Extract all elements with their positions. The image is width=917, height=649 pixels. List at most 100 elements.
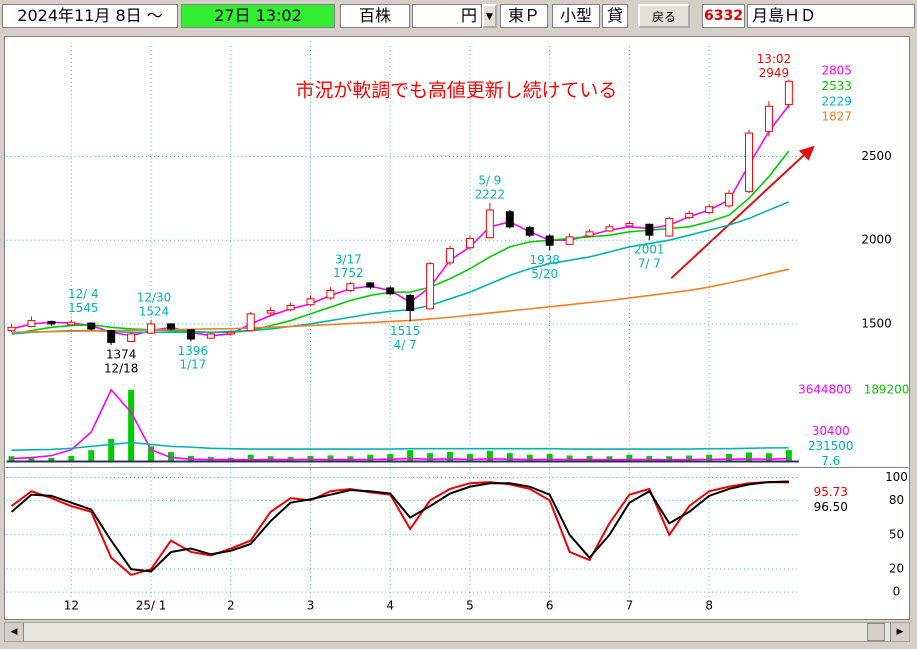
volume-bar xyxy=(506,453,513,462)
x-tick-label: 2 xyxy=(227,599,235,613)
annotation-date: 13:02 xyxy=(757,52,791,66)
candle-body xyxy=(246,313,255,332)
y-tick-label: 0 xyxy=(893,585,901,599)
annotation-date: 12/30 xyxy=(137,290,171,304)
candle-body xyxy=(67,321,76,326)
candle-body xyxy=(286,305,295,311)
volume-bar xyxy=(486,450,493,462)
candle-body xyxy=(226,331,235,335)
annotation-date: 5/20 xyxy=(531,267,558,281)
candle-body xyxy=(47,320,56,325)
candle-body xyxy=(525,227,534,236)
ma-readout: 2805 xyxy=(821,63,851,77)
volume-bar xyxy=(785,450,792,462)
volume-bar xyxy=(427,453,434,462)
ma-readout: 2533 xyxy=(821,79,851,93)
annotation-price: 1938 xyxy=(530,253,560,267)
dropdown-arrow[interactable]: ▼ xyxy=(482,4,497,28)
annotation-date: 5/ 9 xyxy=(478,174,501,188)
chart-title: 市況が軟調でも高値更新し続けている xyxy=(296,79,618,101)
candle-body xyxy=(505,211,514,228)
annotation-price: 1524 xyxy=(139,304,169,318)
stochastic-line xyxy=(10,480,789,573)
candle-body xyxy=(665,217,674,237)
end-date[interactable]: 27日 13:02 xyxy=(181,4,335,28)
candle-body xyxy=(186,329,195,340)
volume-line xyxy=(11,388,789,461)
volume-bar xyxy=(586,455,593,462)
margin: 貸 xyxy=(602,4,628,28)
x-tick-label: 5 xyxy=(466,599,474,613)
market: 東Ｐ xyxy=(500,4,548,28)
annotation-price: 1396 xyxy=(178,344,208,358)
size: 小型 xyxy=(552,4,600,28)
candle-body xyxy=(426,263,435,310)
candle-body xyxy=(306,298,315,306)
volume-bar xyxy=(606,456,613,462)
x-tick-label: 4 xyxy=(386,599,394,613)
candle-body xyxy=(147,323,156,334)
x-tick-label: 25/ 1 xyxy=(136,599,167,613)
candle-body xyxy=(725,192,734,207)
moving-average xyxy=(11,201,790,335)
candle-body xyxy=(585,231,594,237)
candle-body xyxy=(127,333,136,343)
candle-body xyxy=(266,310,275,314)
candle-body xyxy=(366,282,375,288)
unit: 百株 xyxy=(340,4,410,28)
moving-average xyxy=(11,150,790,335)
scroll-thumb[interactable] xyxy=(867,623,885,641)
code[interactable]: 6332 xyxy=(702,4,745,28)
chart: 市況が軟調でも高値更新し続けている 12 25/ 1 2 3 4 5 6 7 8 1500 2000… xyxy=(4,36,910,620)
stock-name: 月島ＨＤ xyxy=(747,4,915,28)
stochastic-line xyxy=(10,481,789,577)
annotation-date: 12/ 4 xyxy=(68,287,99,301)
candle-body xyxy=(27,320,36,327)
stochastic-readout: 95.73 xyxy=(814,485,848,499)
volume-bar xyxy=(407,450,414,462)
scroll-right[interactable]: ▶ xyxy=(890,623,909,641)
volume-bar xyxy=(666,456,673,462)
currency[interactable]: 円 xyxy=(412,4,482,28)
volume-readout: 231500 xyxy=(808,439,854,453)
candle-body xyxy=(764,105,773,132)
volume-bar xyxy=(447,452,454,462)
volume-bar xyxy=(646,455,653,462)
candle-body xyxy=(745,132,753,193)
candle-body xyxy=(386,287,395,295)
volume-bar xyxy=(726,453,733,462)
candle-body xyxy=(465,238,474,249)
volume-bar xyxy=(327,455,334,462)
volume-bar xyxy=(367,454,374,462)
candle-body xyxy=(565,236,574,245)
candle-body xyxy=(446,248,455,264)
moving-average xyxy=(11,268,790,334)
volume-bar xyxy=(466,453,473,462)
y-tick-label: 100 xyxy=(885,470,908,484)
annotation-price: 2001 xyxy=(634,243,664,257)
annotation-price: 2949 xyxy=(759,66,789,80)
scroll-left[interactable]: ◀ xyxy=(5,623,24,641)
volume-bar xyxy=(746,452,752,462)
volume-bar xyxy=(706,454,713,462)
volume-bar xyxy=(148,446,155,462)
candle-body xyxy=(406,294,415,312)
candle-body xyxy=(685,212,694,219)
y-tick-label: 50 xyxy=(889,527,904,541)
x-tick-label: 7 xyxy=(626,599,634,613)
start-date[interactable]: 2024年11月 8日 ～ xyxy=(2,4,178,28)
back-button[interactable]: 戻る xyxy=(638,4,690,28)
annotation-price: 1515 xyxy=(390,324,420,338)
ma-readout: 2229 xyxy=(821,94,851,108)
annotation-date: 3/17 xyxy=(335,252,362,266)
annotation-date: 1/17 xyxy=(180,358,207,372)
scrollbar[interactable]: ◀ ▶ xyxy=(4,622,910,642)
volume-readout: 30400 xyxy=(812,424,850,438)
candle-body xyxy=(705,206,714,214)
candle-body xyxy=(625,222,634,227)
candle-body xyxy=(7,326,16,332)
y-tick-label: 1500 xyxy=(861,316,891,330)
y-tick-label: 2000 xyxy=(861,233,891,247)
volume-bar xyxy=(765,453,772,462)
